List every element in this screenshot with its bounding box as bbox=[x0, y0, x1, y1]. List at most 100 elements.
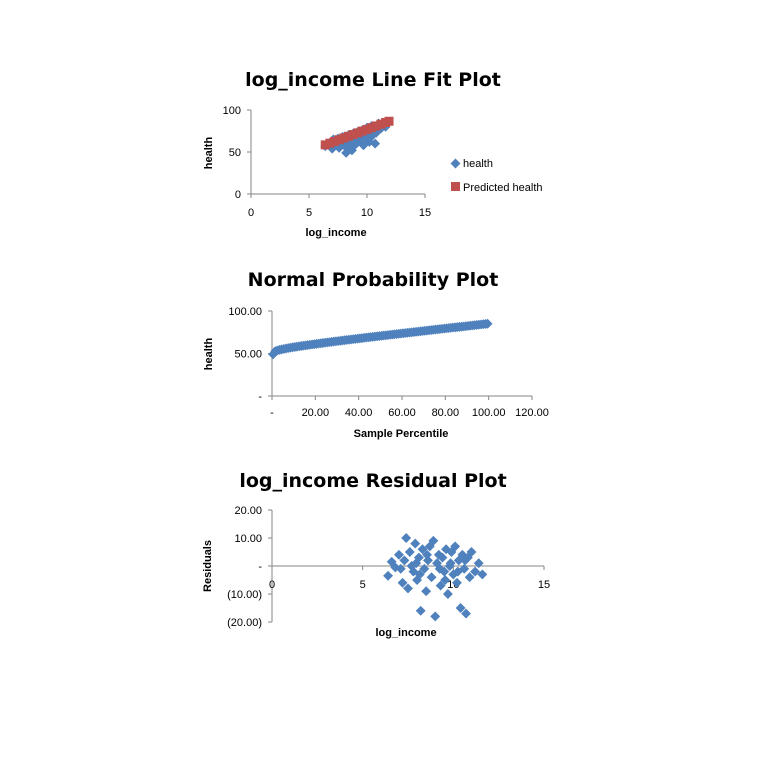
residual-y-label: Residuals bbox=[202, 540, 214, 592]
data-point-predicted bbox=[371, 121, 381, 131]
x-tick-label: 100.00 bbox=[472, 407, 506, 419]
residual-points bbox=[383, 533, 488, 622]
data-point-predicted bbox=[334, 135, 344, 145]
data-point-health bbox=[428, 535, 439, 546]
normal-prob-title: Normal Probability Plot bbox=[248, 269, 499, 291]
data-point-predicted bbox=[353, 128, 363, 138]
x-tick-label: 5 bbox=[360, 579, 366, 591]
y-tick-label: (10.00) bbox=[227, 589, 262, 601]
data-point-health bbox=[452, 577, 462, 588]
data-point-health bbox=[419, 563, 430, 574]
data-point-health bbox=[401, 533, 412, 543]
data-point-health bbox=[430, 611, 441, 622]
data-point-predicted bbox=[320, 140, 330, 150]
residual-x-label: log_income bbox=[375, 627, 436, 639]
residual-title: log_income Residual Plot bbox=[239, 470, 506, 492]
data-point-health bbox=[461, 608, 471, 619]
data-point-health bbox=[422, 549, 432, 560]
y-tick-label: 0 bbox=[235, 189, 241, 201]
line-fit-points bbox=[320, 116, 394, 158]
data-point-health bbox=[399, 555, 410, 566]
x-tick-label: 0 bbox=[248, 207, 254, 219]
data-point-health bbox=[470, 566, 481, 577]
line-fit-y-label: health bbox=[203, 137, 215, 170]
x-tick-label: 20.00 bbox=[302, 407, 330, 419]
line-fit-ticks: 0 50 100 0 5 10 15 bbox=[223, 105, 431, 219]
line-fit-x-label: log_income bbox=[305, 227, 366, 239]
data-point-health bbox=[466, 547, 477, 557]
data-point-health bbox=[421, 586, 432, 597]
data-point-health bbox=[415, 605, 426, 616]
data-point-health bbox=[452, 566, 463, 577]
y-tick-label: 20.00 bbox=[234, 505, 262, 517]
data-point-health bbox=[445, 558, 456, 569]
y-tick-label: - bbox=[258, 561, 262, 573]
data-point-health bbox=[437, 552, 448, 563]
data-point-health bbox=[414, 569, 425, 580]
line-fit-title: log_income Line Fit Plot bbox=[245, 69, 501, 91]
normal-prob-ticks: - 50.00 100.00 - 20.00 40.00 60.00 80.00 100.00 1… bbox=[228, 306, 548, 419]
line-fit-legend: health Predicted health bbox=[450, 158, 543, 194]
normal-prob-y-label: health bbox=[203, 338, 215, 371]
residual-chart: log_income Residual Plot (20.00) (10.00) -… bbox=[202, 470, 550, 639]
data-point-predicted bbox=[348, 130, 358, 140]
data-point-predicted bbox=[343, 131, 353, 141]
data-point-predicted bbox=[376, 119, 386, 129]
legend-predicted-marker bbox=[451, 182, 460, 191]
y-tick-label: 100 bbox=[223, 105, 241, 117]
data-point-health bbox=[410, 538, 421, 549]
data-point-health bbox=[344, 142, 354, 153]
normal-probability-chart: Normal Probability Plot - 50.00 100.00 - 20.… bbox=[203, 269, 549, 440]
data-point-health bbox=[359, 135, 370, 146]
x-tick-label: 15 bbox=[419, 207, 431, 219]
data-point-health bbox=[403, 583, 413, 594]
data-point-predicted bbox=[357, 126, 367, 136]
data-point-health bbox=[397, 577, 408, 588]
data-point-predicted bbox=[362, 124, 372, 134]
x-tick-label: 5 bbox=[306, 207, 312, 219]
data-point-health bbox=[404, 547, 415, 557]
x-tick-label: - bbox=[270, 407, 274, 419]
data-point-health bbox=[417, 544, 428, 555]
data-point-predicted bbox=[339, 133, 349, 143]
y-tick-label: 50 bbox=[229, 147, 241, 159]
legend-health-marker bbox=[450, 158, 461, 169]
data-point-predicted bbox=[367, 123, 377, 133]
x-tick-label: 40.00 bbox=[345, 407, 373, 419]
data-point-health bbox=[393, 549, 404, 560]
normal-prob-x-label: Sample Percentile bbox=[354, 428, 449, 440]
legend-health-label: health bbox=[463, 158, 493, 170]
data-point-health bbox=[442, 589, 453, 599]
x-tick-label: 15 bbox=[538, 579, 550, 591]
data-point-health bbox=[434, 563, 445, 574]
y-tick-label: (20.00) bbox=[227, 617, 262, 629]
data-point-health bbox=[464, 572, 475, 583]
data-point-health bbox=[370, 138, 381, 149]
y-tick-label: 50.00 bbox=[234, 349, 262, 361]
line-fit-chart: log_income Line Fit Plot 0 50 100 0 5 10 15 lo… bbox=[203, 69, 543, 239]
data-point-health bbox=[455, 603, 466, 613]
x-tick-label: 80.00 bbox=[432, 407, 460, 419]
data-point-health bbox=[395, 563, 406, 574]
x-tick-label: 0 bbox=[269, 579, 275, 591]
legend-predicted-label: Predicted health bbox=[463, 182, 543, 194]
x-tick-label: 60.00 bbox=[388, 407, 416, 419]
normal-prob-points bbox=[268, 318, 493, 360]
data-point-health bbox=[473, 558, 484, 569]
data-point-predicted bbox=[330, 136, 340, 146]
y-tick-label: 100.00 bbox=[228, 306, 262, 318]
data-point-health bbox=[482, 318, 493, 329]
data-point-health bbox=[440, 575, 451, 585]
y-tick-label: - bbox=[258, 391, 262, 403]
data-point-predicted bbox=[384, 116, 394, 126]
x-tick-label: 10 bbox=[361, 207, 373, 219]
data-point-health bbox=[411, 558, 422, 569]
data-point-health bbox=[450, 541, 461, 552]
y-tick-label: 10.00 bbox=[234, 533, 262, 545]
data-point-health bbox=[426, 572, 437, 583]
data-point-health bbox=[383, 570, 394, 581]
data-point-health bbox=[477, 569, 488, 580]
data-point-health bbox=[435, 580, 446, 591]
